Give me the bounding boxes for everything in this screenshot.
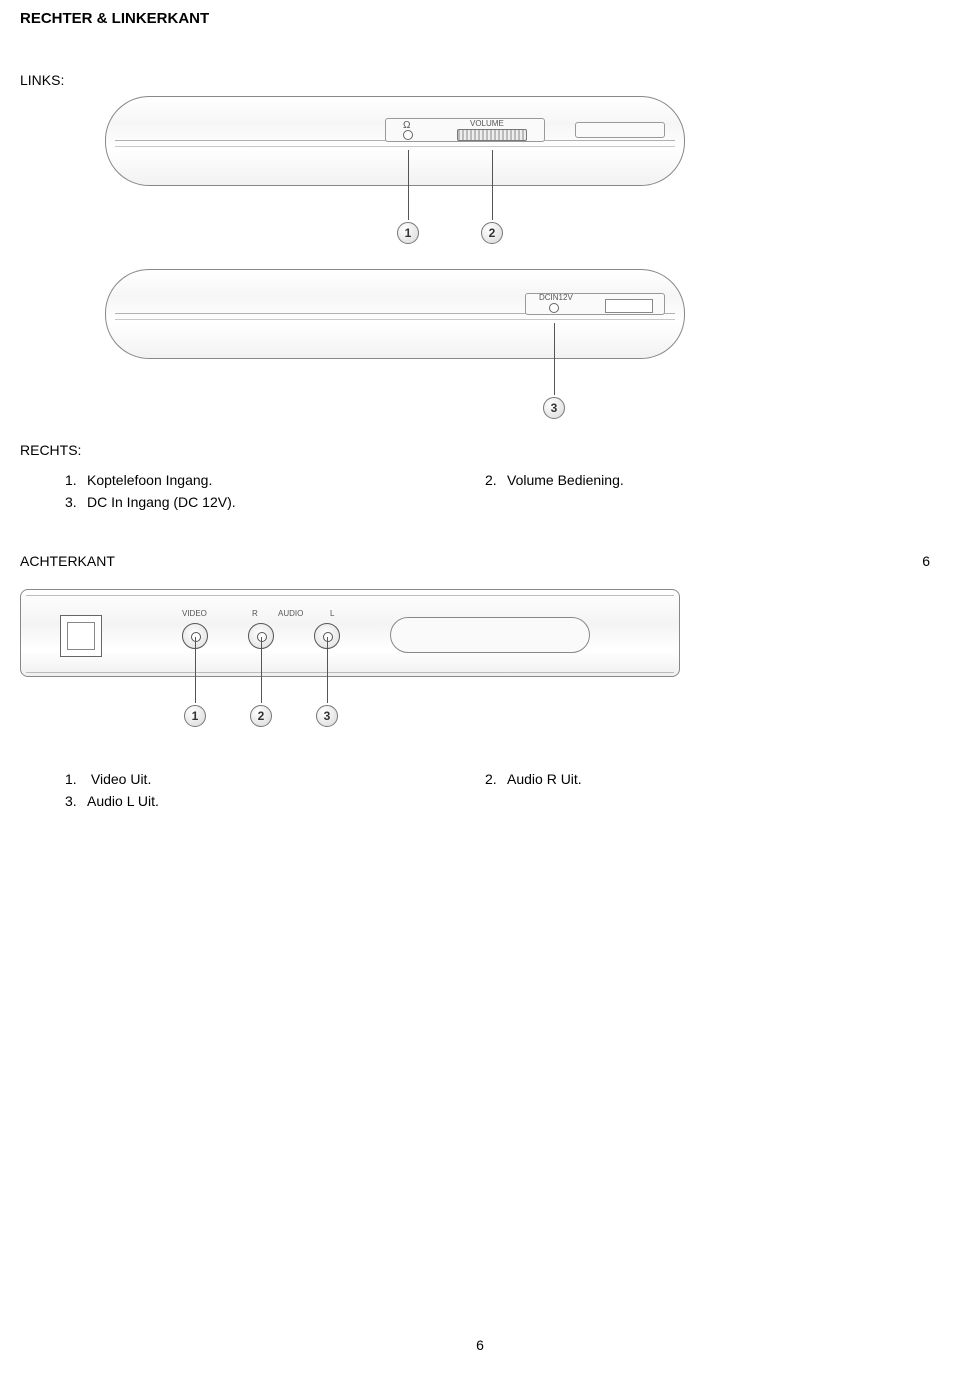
back-callout-2: 2 <box>250 705 272 727</box>
legend-item-2: 2.Volume Bediening. <box>485 470 785 492</box>
back-callout-1: 1 <box>184 705 206 727</box>
legend-item-1: 1.Koptelefoon Ingang. <box>65 470 485 492</box>
back-side-diagram: VIDEO R AUDIO L 1 2 3 <box>20 589 940 734</box>
back-legend-item-1: 1. Video Uit. <box>65 769 485 791</box>
back-video-label: VIDEO <box>182 609 207 618</box>
callout-3: 3 <box>543 397 565 419</box>
achterkant-label: ACHTERKANT <box>20 553 922 569</box>
rechts-label: RECHTS: <box>20 442 940 458</box>
links-label: LINKS: <box>20 72 940 88</box>
back-r-label: R <box>252 609 258 618</box>
margin-page-number: 6 <box>922 553 940 569</box>
legend-item-3: 3.DC In Ingang (DC 12V). <box>65 492 485 514</box>
right-side-diagram: DCIN12V 3 <box>105 269 940 422</box>
back-legend: 1. Video Uit. 3.Audio L Uit. 2.Audio R U… <box>65 769 940 812</box>
left-side-diagram: Ω VOLUME 1 2 <box>105 96 940 249</box>
sides-legend: 1.Koptelefoon Ingang. 3.DC In Ingang (DC… <box>65 470 940 513</box>
back-callout-3: 3 <box>316 705 338 727</box>
back-audio-label: AUDIO <box>278 609 303 618</box>
volume-label: VOLUME <box>470 119 504 128</box>
callout-1: 1 <box>397 222 419 244</box>
back-legend-item-3: 3.Audio L Uit. <box>65 791 485 813</box>
page-number: 6 <box>0 1337 960 1353</box>
page-title: RECHTER & LINKERKANT <box>20 10 940 27</box>
back-l-label: L <box>330 609 334 618</box>
dcin-label: DCIN12V <box>539 293 573 302</box>
callout-2: 2 <box>481 222 503 244</box>
back-legend-item-2: 2.Audio R Uit. <box>485 769 785 791</box>
